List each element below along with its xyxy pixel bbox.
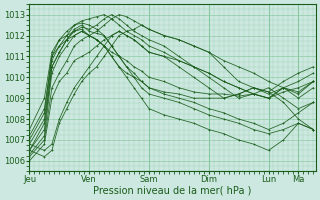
X-axis label: Pression niveau de la mer( hPa ): Pression niveau de la mer( hPa ) bbox=[93, 186, 252, 196]
